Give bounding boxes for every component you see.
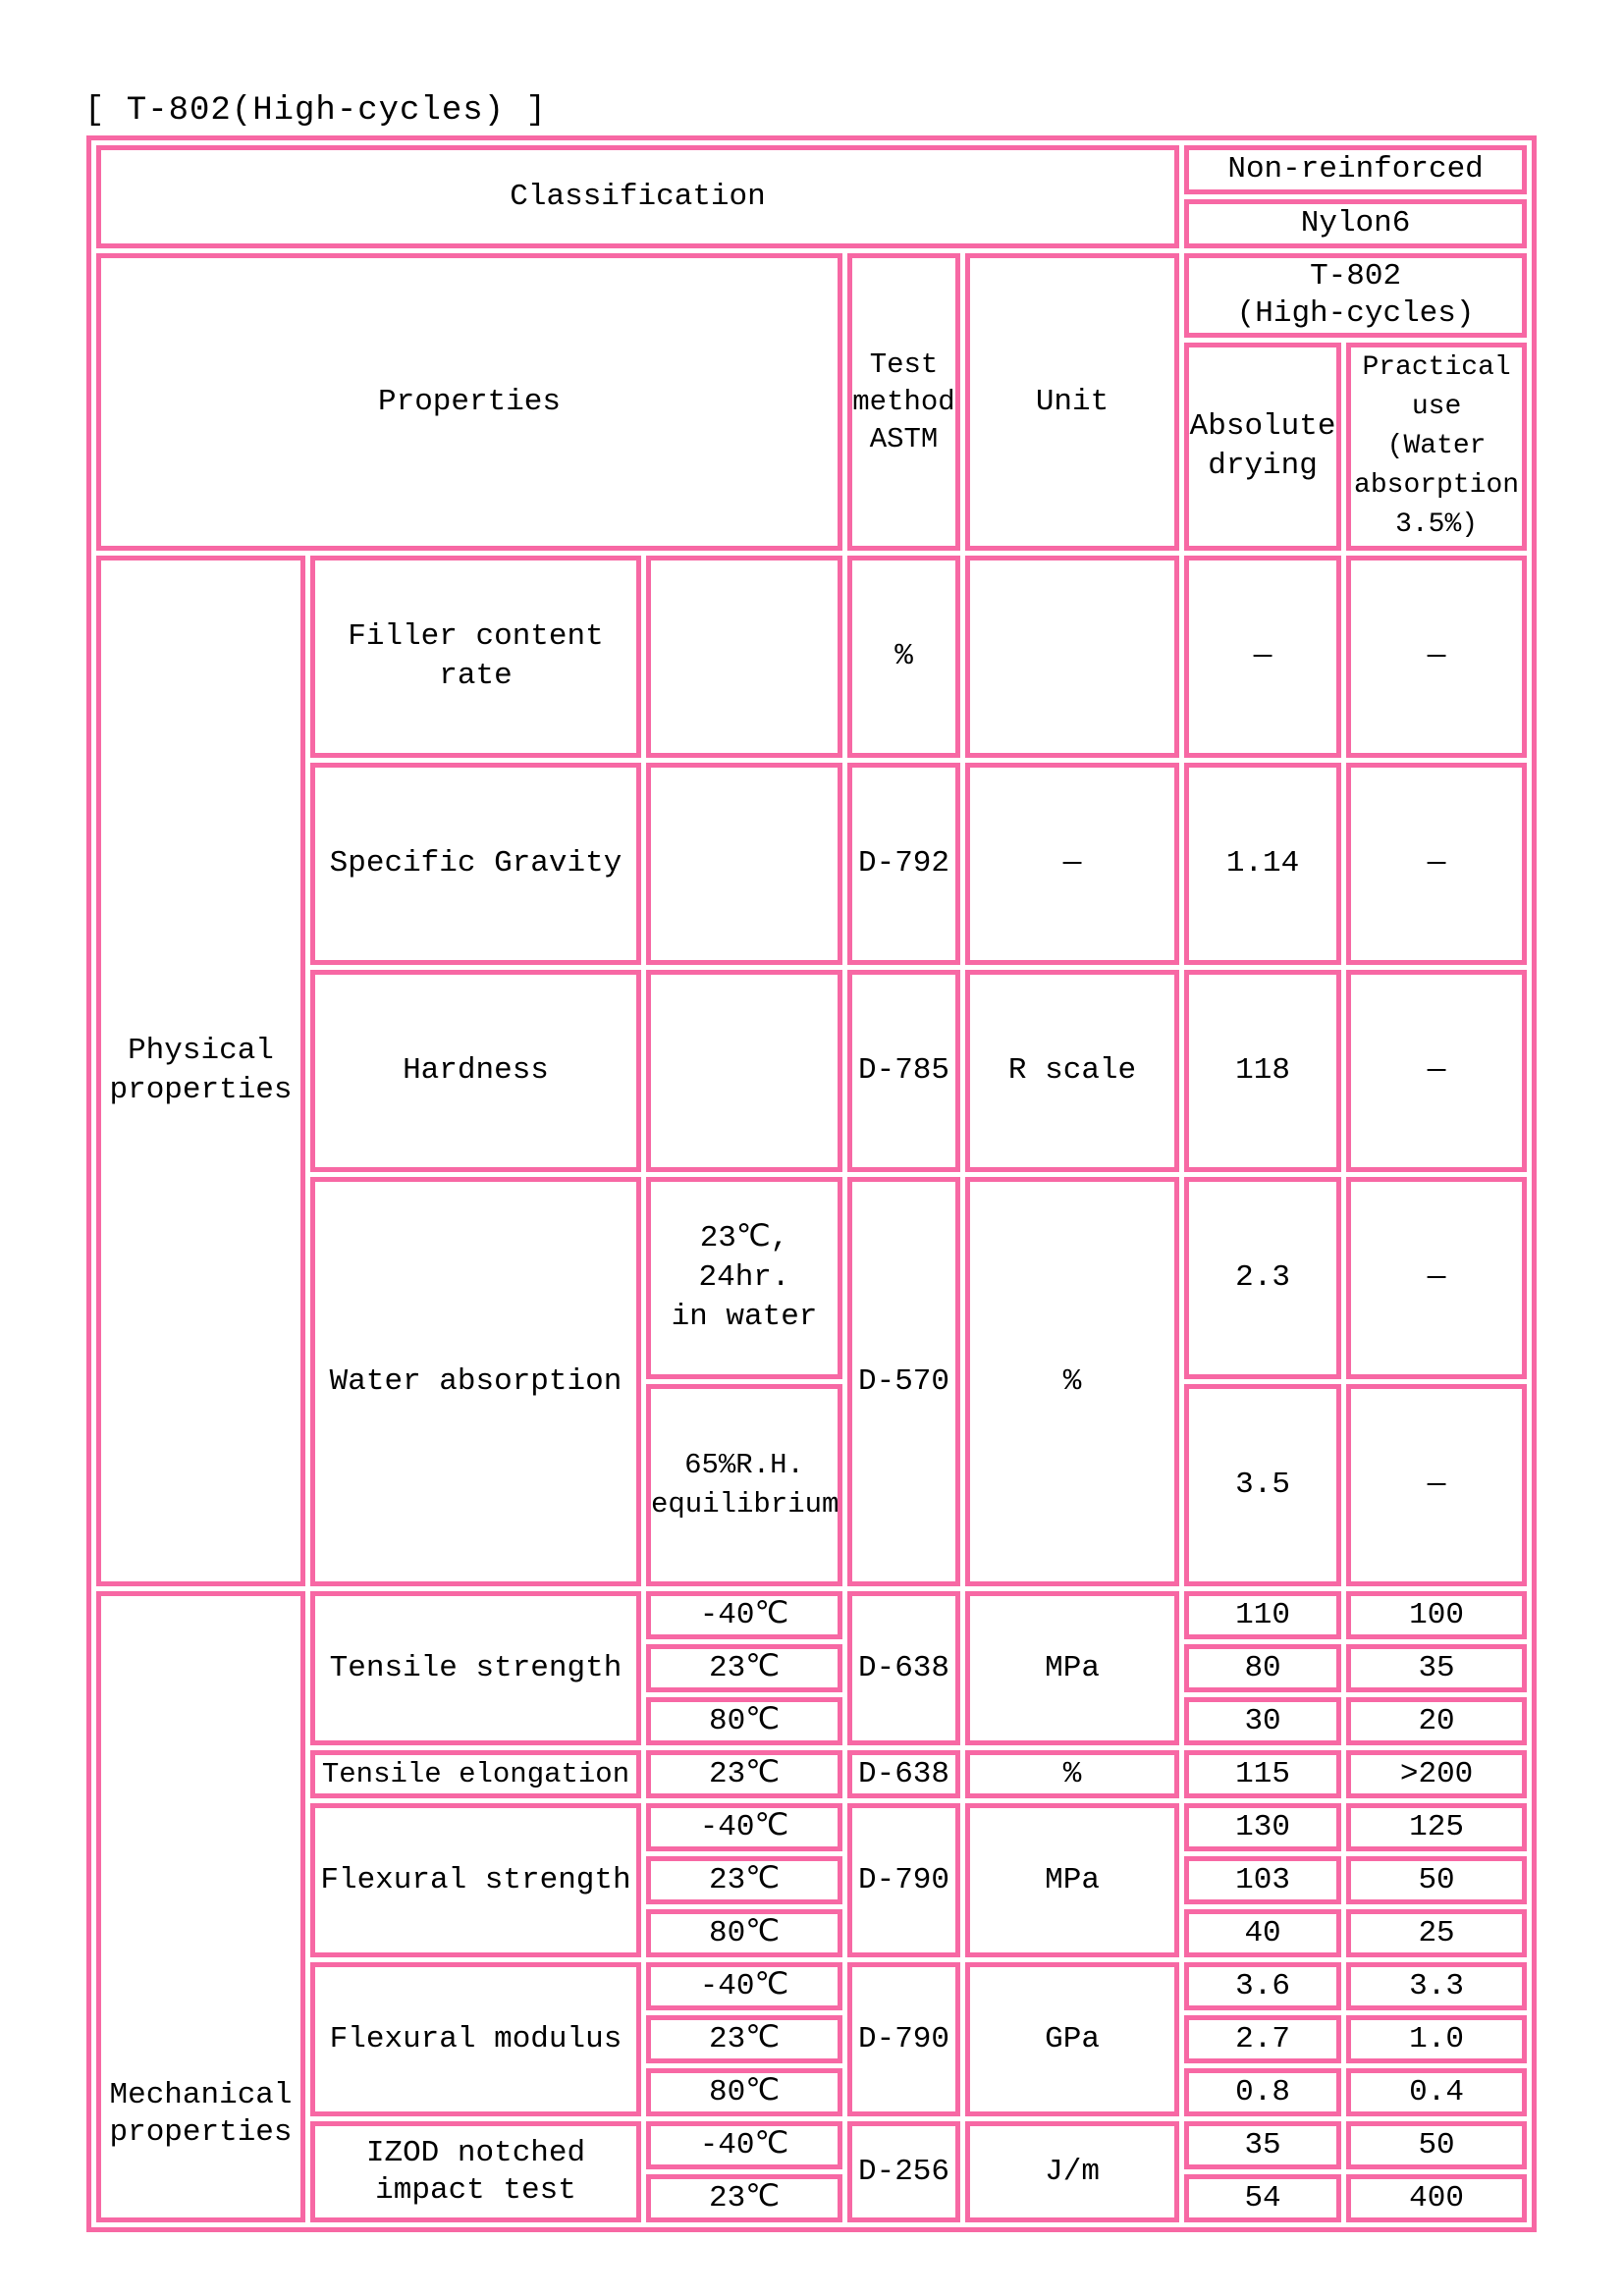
cell-water-absorption-method: D-570 bbox=[847, 1177, 960, 1586]
cell-tensile-strength-condition-80: 80℃ bbox=[646, 1697, 842, 1745]
cell-flexural-strength-method: D-790 bbox=[847, 1803, 960, 1957]
cell-tensile-elongation-absolute: 115 bbox=[1184, 1750, 1342, 1798]
cell-tensile-elongation-name: Tensile elongation bbox=[310, 1750, 641, 1798]
cell-hardness-absolute: 118 bbox=[1184, 970, 1342, 1172]
cell-flexural-modulus-80-practical: 0.4 bbox=[1346, 2068, 1528, 2116]
cell-flexural-strength-m40-absolute: 130 bbox=[1184, 1803, 1342, 1851]
cell-water-absorption-1-practical: — bbox=[1346, 1177, 1528, 1379]
cell-filler-unit bbox=[965, 556, 1180, 758]
cell-flexural-modulus-m40-absolute: 3.6 bbox=[1184, 1962, 1342, 2010]
cell-tensile-strength-80-practical: 20 bbox=[1346, 1697, 1528, 1745]
cell-flexural-strength-m40-practical: 125 bbox=[1346, 1803, 1528, 1851]
cell-izod-m40-practical: 50 bbox=[1346, 2121, 1528, 2169]
cell-flexural-modulus-80-absolute: 0.8 bbox=[1184, 2068, 1342, 2116]
header-test-method: Test method ASTM bbox=[847, 253, 960, 551]
cell-filler-method: % bbox=[847, 556, 960, 758]
cell-specific-gravity-method: D-792 bbox=[847, 763, 960, 965]
cell-tensile-strength-condition-m40: -40℃ bbox=[646, 1591, 842, 1639]
cell-izod-unit: J/m bbox=[965, 2121, 1180, 2222]
cell-water-absorption-condition-1: 23℃, 24hr. in water bbox=[646, 1177, 842, 1379]
cell-specific-gravity-condition bbox=[646, 763, 842, 965]
header-properties: Properties bbox=[96, 253, 842, 551]
cell-specific-gravity-unit: — bbox=[965, 763, 1180, 965]
cell-specific-gravity-practical: — bbox=[1346, 763, 1528, 965]
cell-flexural-modulus-m40-practical: 3.3 bbox=[1346, 1962, 1528, 2010]
group-mechanical-properties: Mechanical properties bbox=[96, 1591, 305, 2222]
header-classification: Classification bbox=[96, 145, 1180, 248]
cell-flexural-strength-80-practical: 25 bbox=[1346, 1909, 1528, 1957]
cell-tensile-strength-23-practical: 35 bbox=[1346, 1644, 1528, 1692]
cell-water-absorption-unit: % bbox=[965, 1177, 1180, 1586]
cell-flexural-modulus-condition-80: 80℃ bbox=[646, 2068, 842, 2116]
cell-hardness-name: Hardness bbox=[310, 970, 641, 1172]
cell-filler-name: Filler content rate bbox=[310, 556, 641, 758]
cell-izod-23-absolute: 54 bbox=[1184, 2174, 1342, 2222]
cell-hardness-condition bbox=[646, 970, 842, 1172]
cell-flexural-modulus-method: D-790 bbox=[847, 1962, 960, 2116]
cell-tensile-elongation-unit: % bbox=[965, 1750, 1180, 1798]
cell-tensile-elongation-practical: >200 bbox=[1346, 1750, 1528, 1798]
cell-flexural-modulus-condition-23: 23℃ bbox=[646, 2015, 842, 2063]
cell-flexural-modulus-unit: GPa bbox=[965, 1962, 1180, 2116]
header-reinforcement: Non-reinforced bbox=[1184, 145, 1528, 194]
cell-flexural-strength-condition-m40: -40℃ bbox=[646, 1803, 842, 1851]
page-title: [ T-802(High-cycles) ] bbox=[84, 92, 547, 130]
cell-tensile-strength-name: Tensile strength bbox=[310, 1591, 641, 1745]
cell-filler-practical: — bbox=[1346, 556, 1528, 758]
cell-flexural-strength-unit: MPa bbox=[965, 1803, 1180, 1957]
cell-flexural-modulus-name: Flexural modulus bbox=[310, 1962, 641, 2116]
cell-flexural-strength-condition-80: 80℃ bbox=[646, 1909, 842, 1957]
cell-filler-condition bbox=[646, 556, 842, 758]
cell-specific-gravity-name: Specific Gravity bbox=[310, 763, 641, 965]
properties-table: Classification Non-reinforced Nylon6 Pro… bbox=[86, 135, 1538, 2232]
header-grade: T-802 (High-cycles) bbox=[1184, 253, 1528, 338]
header-practical-use: Practical use (Water absorption 3.5%) bbox=[1346, 343, 1528, 551]
cell-tensile-strength-23-absolute: 80 bbox=[1184, 1644, 1342, 1692]
header-unit: Unit bbox=[965, 253, 1180, 551]
cell-hardness-practical: — bbox=[1346, 970, 1528, 1172]
cell-water-absorption-2-practical: — bbox=[1346, 1384, 1528, 1586]
header-absolute-drying: Absolute drying bbox=[1184, 343, 1342, 551]
cell-tensile-strength-method: D-638 bbox=[847, 1591, 960, 1745]
cell-tensile-strength-condition-23: 23℃ bbox=[646, 1644, 842, 1692]
cell-water-absorption-2-absolute: 3.5 bbox=[1184, 1384, 1342, 1586]
cell-izod-m40-absolute: 35 bbox=[1184, 2121, 1342, 2169]
cell-tensile-strength-unit: MPa bbox=[965, 1591, 1180, 1745]
cell-tensile-elongation-condition: 23℃ bbox=[646, 1750, 842, 1798]
cell-tensile-strength-m40-practical: 100 bbox=[1346, 1591, 1528, 1639]
cell-flexural-strength-23-absolute: 103 bbox=[1184, 1856, 1342, 1904]
cell-tensile-strength-m40-absolute: 110 bbox=[1184, 1591, 1342, 1639]
cell-flexural-modulus-condition-m40: -40℃ bbox=[646, 1962, 842, 2010]
cell-hardness-unit: R scale bbox=[965, 970, 1180, 1172]
cell-flexural-strength-23-practical: 50 bbox=[1346, 1856, 1528, 1904]
cell-flexural-modulus-23-practical: 1.0 bbox=[1346, 2015, 1528, 2063]
cell-water-absorption-1-absolute: 2.3 bbox=[1184, 1177, 1342, 1379]
cell-water-absorption-condition-2: 65%R.H. equilibrium bbox=[646, 1384, 842, 1586]
header-material: Nylon6 bbox=[1184, 199, 1528, 248]
cell-water-absorption-name: Water absorption bbox=[310, 1177, 641, 1586]
cell-izod-method: D-256 bbox=[847, 2121, 960, 2222]
cell-tensile-strength-80-absolute: 30 bbox=[1184, 1697, 1342, 1745]
cell-izod-condition-23: 23℃ bbox=[646, 2174, 842, 2222]
cell-izod-name: IZOD notched impact test bbox=[310, 2121, 641, 2222]
cell-izod-condition-m40: -40℃ bbox=[646, 2121, 842, 2169]
group-physical-properties: Physical properties bbox=[96, 556, 305, 1586]
cell-tensile-elongation-method: D-638 bbox=[847, 1750, 960, 1798]
cell-flexural-strength-condition-23: 23℃ bbox=[646, 1856, 842, 1904]
cell-flexural-strength-80-absolute: 40 bbox=[1184, 1909, 1342, 1957]
cell-izod-23-practical: 400 bbox=[1346, 2174, 1528, 2222]
cell-hardness-method: D-785 bbox=[847, 970, 960, 1172]
cell-flexural-strength-name: Flexural strength bbox=[310, 1803, 641, 1957]
cell-specific-gravity-absolute: 1.14 bbox=[1184, 763, 1342, 965]
cell-filler-absolute: — bbox=[1184, 556, 1342, 758]
cell-flexural-modulus-23-absolute: 2.7 bbox=[1184, 2015, 1342, 2063]
